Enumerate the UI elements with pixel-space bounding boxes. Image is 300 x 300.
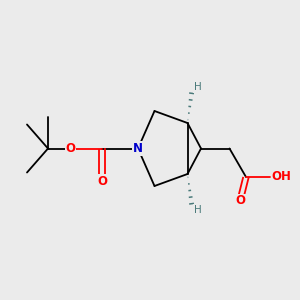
Text: OH: OH <box>272 170 291 184</box>
Text: O: O <box>97 175 107 188</box>
Text: H: H <box>194 82 201 92</box>
Text: O: O <box>65 142 76 155</box>
Text: H: H <box>194 205 201 215</box>
Text: N: N <box>133 142 143 155</box>
Text: O: O <box>235 194 245 208</box>
